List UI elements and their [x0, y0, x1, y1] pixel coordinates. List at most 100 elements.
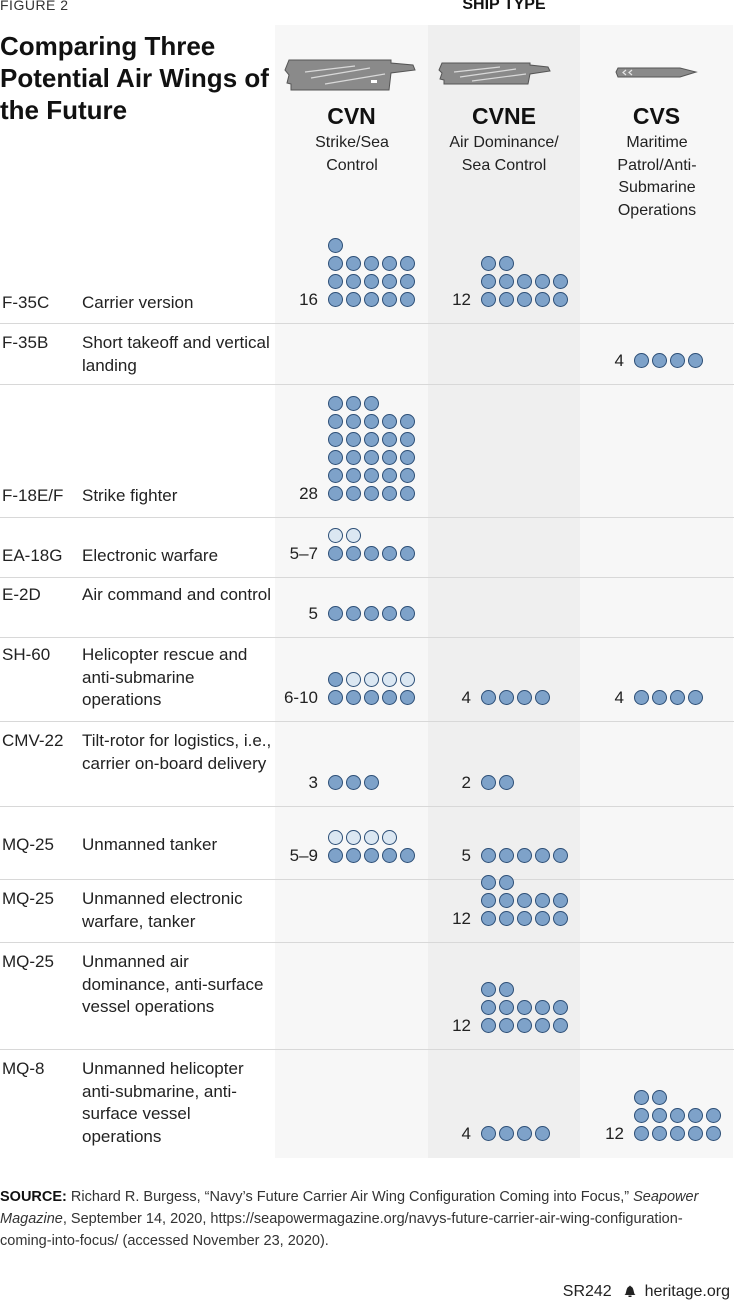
table-row: MQ-8 Unmanned helicopter anti-submarine, … — [0, 1050, 734, 1158]
aircraft-dot — [346, 414, 361, 429]
aircraft-dot — [382, 486, 397, 501]
aircraft-dot — [499, 274, 514, 289]
count-label-cvn: 5–9 — [289, 846, 318, 865]
row-divider — [0, 384, 734, 385]
aircraft-dot — [346, 292, 361, 307]
aircraft-dot — [517, 911, 532, 926]
aircraft-name: SH-60 — [2, 645, 51, 664]
count-label-cvne: 12 — [452, 909, 471, 928]
aircraft-dot — [652, 353, 667, 368]
aircraft-dot — [364, 274, 379, 289]
aircraft-dot — [382, 450, 397, 465]
aircraft-dot — [481, 875, 496, 890]
aircraft-dot — [535, 274, 550, 289]
aircraft-role: Unmanned tanker — [82, 835, 218, 854]
aircraft-dot — [328, 292, 343, 307]
aircraft-dot — [328, 486, 343, 501]
count-label-cvn: 28 — [299, 484, 318, 503]
aircraft-dot — [382, 292, 397, 307]
table-row: F-35C Carrier version 16 12 — [0, 235, 734, 324]
count-label-cvne: 4 — [461, 1124, 471, 1143]
count-label-cvs: 12 — [605, 1124, 624, 1143]
aircraft-role: Electronic warfare — [82, 546, 219, 565]
aircraft-dot — [688, 690, 703, 705]
count-label-cvne: 4 — [461, 688, 471, 707]
aircraft-dot — [364, 606, 379, 621]
aircraft-dot — [706, 1126, 721, 1141]
aircraft-dot — [499, 982, 514, 997]
source-text-pre: Richard R. Burgess, “Navy’s Future Carri… — [66, 1189, 634, 1205]
column-code-cvne: CVNE — [472, 103, 536, 129]
aircraft-dot — [364, 486, 379, 501]
aircraft-dot — [652, 1126, 667, 1141]
row-divider — [0, 806, 734, 807]
aircraft-dot — [328, 256, 343, 271]
row-divider — [0, 1049, 734, 1050]
column-desc-cvne: Air Dominance/ Sea Control — [449, 134, 559, 174]
aircraft-dot — [346, 690, 361, 705]
aircraft-dot — [499, 893, 514, 908]
aircraft-dot — [517, 292, 532, 307]
aircraft-dot — [364, 396, 379, 411]
table-row: E-2D Air command and control 5 — [0, 578, 734, 638]
table-row: F-18E/F Strike fighter 28 — [0, 385, 734, 518]
liberty-bell-icon — [624, 1285, 636, 1297]
aircraft-dot — [634, 690, 649, 705]
aircraft-dot — [535, 1018, 550, 1033]
aircraft-dot — [364, 546, 379, 561]
aircraft-dot — [400, 256, 415, 271]
column-bg-cvn — [275, 25, 428, 1158]
aircraft-dot — [517, 1126, 532, 1141]
aircraft-dot — [346, 256, 361, 271]
aircraft-carrier-icon — [284, 59, 416, 91]
aircraft-dot — [517, 893, 532, 908]
aircraft-dot — [481, 893, 496, 908]
aircraft-dot — [346, 775, 361, 790]
aircraft-dot — [481, 848, 496, 863]
column-code-cvn: CVN — [327, 103, 376, 129]
aircraft-dot — [382, 546, 397, 561]
aircraft-dot — [346, 274, 361, 289]
count-label-cvs: 4 — [614, 688, 624, 707]
aircraft-dot-optional — [346, 672, 361, 687]
aircraft-dot — [364, 848, 379, 863]
source-note: SOURCE: Richard R. Burgess, “Navy’s Futu… — [0, 1186, 725, 1252]
aircraft-dot — [517, 848, 532, 863]
aircraft-dot — [382, 274, 397, 289]
aircraft-carrier-icon — [438, 62, 551, 85]
aircraft-dot — [364, 292, 379, 307]
aircraft-dot — [328, 848, 343, 863]
aircraft-dot — [400, 292, 415, 307]
aircraft-dot — [382, 468, 397, 483]
aircraft-dot — [481, 274, 496, 289]
aircraft-dot — [346, 450, 361, 465]
aircraft-dot — [400, 546, 415, 561]
aircraft-dot — [328, 468, 343, 483]
aircraft-dot-optional — [364, 672, 379, 687]
aircraft-dot — [346, 606, 361, 621]
aircraft-dot — [364, 414, 379, 429]
aircraft-dot — [499, 875, 514, 890]
aircraft-dot-optional — [364, 830, 379, 845]
aircraft-dot — [553, 292, 568, 307]
aircraft-role: Air command and control — [82, 585, 271, 604]
aircraft-dot — [364, 256, 379, 271]
column-code-cvs: CVS — [632, 103, 681, 129]
aircraft-dot — [499, 292, 514, 307]
aircraft-dot — [328, 238, 343, 253]
aircraft-dot — [499, 690, 514, 705]
report-code: SR242 — [562, 1283, 612, 1300]
aircraft-dot-optional — [382, 830, 397, 845]
aircraft-dot — [400, 274, 415, 289]
aircraft-dot — [670, 353, 685, 368]
aircraft-dot — [706, 1108, 721, 1123]
column-desc-cvs: Maritime Patrol/Anti-Submarine Operation… — [617, 134, 697, 219]
column-bg-cvne — [428, 25, 580, 1158]
table-row: MQ-25 Unmanned electronic warfare, tanker… — [0, 875, 734, 943]
aircraft-name: E-2D — [2, 585, 41, 604]
column-bg-cvs — [580, 25, 733, 1158]
aircraft-dot — [481, 1018, 496, 1033]
column-desc-cvn: Strike/Sea Control — [315, 134, 389, 174]
column-header-cvne: CVNE Air Dominance/ Sea Control — [428, 50, 580, 177]
aircraft-dot — [499, 775, 514, 790]
